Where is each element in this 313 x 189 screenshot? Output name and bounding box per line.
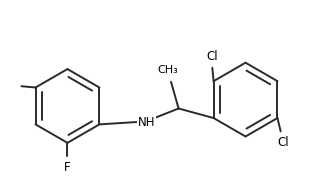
Text: F: F <box>64 161 71 174</box>
Text: Cl: Cl <box>277 136 289 149</box>
Text: NH: NH <box>138 116 156 129</box>
Text: Cl: Cl <box>207 50 218 63</box>
Text: CH₃: CH₃ <box>157 65 178 75</box>
